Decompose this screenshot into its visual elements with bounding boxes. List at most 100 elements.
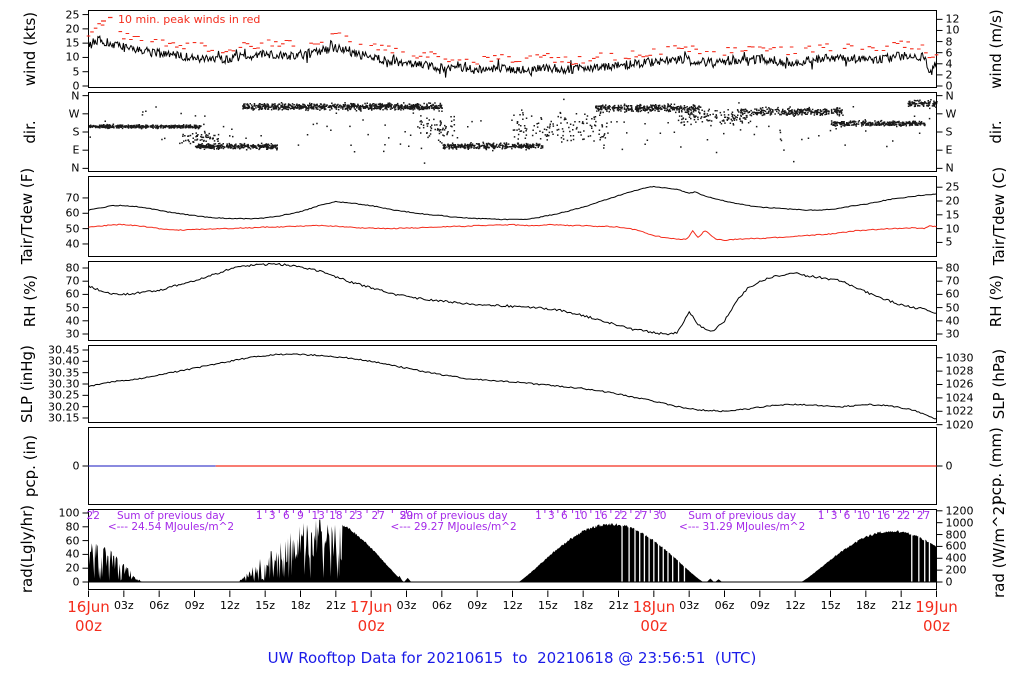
rad-cumulative-label: 18	[329, 510, 343, 522]
y-tick-label-right: 1020	[945, 418, 974, 432]
rad-cumulative-label: 10	[574, 510, 588, 522]
x-tick-label: 06z	[431, 599, 452, 612]
y-tick-label-left: 0	[72, 79, 80, 93]
rad-cumulative-label: 3	[268, 510, 276, 522]
x-tick-label: 18z	[855, 599, 876, 612]
rad-cumulative-label: 6	[560, 510, 568, 522]
y-tick-label-right: 40	[945, 314, 960, 328]
rad-cumulative-label: 1	[817, 510, 825, 522]
x-tick-label: 18z	[573, 599, 594, 612]
y-label-rad-right: rad (W/m^2)	[990, 500, 1008, 598]
rad-cumulative-label: 13	[311, 510, 325, 522]
rad-cumulative-label: 22	[896, 510, 911, 522]
x-tick-label: 12z	[219, 599, 240, 612]
x-axis-day-label: 17Jun	[349, 598, 393, 616]
y-tick-label-right: 1026	[945, 377, 974, 391]
x-tick-label: 15z	[537, 599, 558, 612]
x-tick-label: 06z	[149, 599, 170, 612]
y-tick-label-left: 50	[65, 222, 80, 236]
y-tick-label-left: E	[72, 143, 80, 157]
y-label-wind-left: wind (kts)	[21, 11, 39, 87]
y-tick-label-right: 1028	[945, 364, 974, 378]
x-tick-label: 03z	[679, 599, 700, 612]
y-tick-label-right: 200	[945, 563, 967, 577]
y-tick-label-left: 40	[65, 547, 80, 561]
y-tick-label-left: 40	[65, 314, 80, 328]
y-tick-label-right: N	[945, 161, 954, 175]
y-tick-label-left: 0	[72, 459, 80, 473]
rad-cumulative-label: 27	[634, 510, 648, 522]
y-tick-label-right: 25	[945, 180, 960, 194]
y-tick-label-right: N	[945, 89, 954, 103]
y-tick-label-right: 600	[945, 539, 967, 553]
rad-sum-annotation-line2: <--- 24.54 MJoules/m^2	[107, 521, 235, 533]
x-tick-label: 21z	[325, 599, 346, 612]
y-tick-label-right: S	[945, 125, 953, 139]
rad-cumulative-label: 27	[916, 510, 931, 522]
rad-cumulative-label: 23	[349, 510, 363, 522]
x-axis-day-label: 19Jun	[915, 598, 958, 616]
x-tick-label: 21z	[608, 599, 629, 612]
y-tick-label-right: 800	[945, 528, 967, 542]
x-tick-label: 12z	[502, 599, 523, 612]
y-tick-label-right: 1022	[945, 404, 974, 418]
y-tick-label-left: 30.25	[48, 388, 80, 402]
y-tick-label-left: 70	[65, 274, 80, 288]
rad-cumulative-label: 27	[371, 510, 385, 522]
y-label-slp-left: SLP (inHg)	[18, 345, 36, 423]
y-tick-label-right: 10	[945, 23, 960, 37]
rad-cumulative-label: 10	[856, 510, 871, 522]
y-tick-label-right: 12	[945, 12, 960, 26]
rad-cumulative-label: 16	[594, 510, 608, 522]
y-tick-label-right: W	[945, 107, 957, 121]
y-tick-label-left: W	[68, 107, 80, 121]
x-axis-day-label: 18Jun	[632, 598, 676, 616]
y-tick-label-left: 10	[65, 50, 80, 64]
x-tick-label: 12z	[785, 599, 806, 612]
y-tick-label-left: S	[72, 125, 80, 139]
y-tick-label-left: 100	[58, 506, 80, 520]
y-tick-label-right: 30	[945, 327, 960, 341]
y-tick-label-right: 60	[945, 287, 960, 301]
x-tick-label: 18z	[290, 599, 311, 612]
y-tick-label-left: N	[71, 89, 80, 103]
x-tick-label: 03z	[113, 599, 134, 612]
rad-cumulative-label: 22	[86, 510, 100, 522]
rad-cumulative-label: 1	[535, 510, 542, 522]
y-tick-label-left: 80	[65, 520, 80, 534]
y-tick-label-right: 4	[945, 57, 953, 71]
y-label-rh-left: RH (%)	[21, 274, 39, 328]
rad-cumulative-label: 6	[843, 510, 851, 522]
y-tick-label-right: 8	[945, 35, 953, 49]
rad-cumulative-label: 3	[548, 510, 555, 522]
y-tick-label-left: 30.30	[48, 377, 80, 391]
y-tick-label-left: 70	[65, 191, 80, 205]
y-tick-label-right: 1200	[945, 504, 974, 518]
rad-cumulative-label: 9	[297, 510, 304, 522]
y-tick-label-right: 20	[945, 194, 960, 208]
y-tick-label-left: 5	[72, 65, 80, 79]
rad-cumulative-label: 22	[614, 510, 628, 522]
rad-sum-annotation-line1: Sum of previous day	[399, 510, 508, 522]
y-tick-label-left: 0	[72, 575, 80, 589]
y-tick-label-left: 40	[65, 237, 80, 251]
x-tick-label: 15z	[255, 599, 276, 612]
y-tick-label-left: N	[71, 161, 80, 175]
x-axis-day-label: 16Jun	[67, 598, 110, 616]
rad-sum-annotation-line1: Sum of previous day	[688, 510, 797, 522]
y-label-pcp-left: pcp. (in)	[21, 434, 39, 498]
rad-cumulative-label: 30	[653, 510, 667, 522]
rad-sum-annotation-line2: <--- 31.29 MJoules/m^2	[679, 521, 806, 533]
x-tick-label: 09z	[184, 599, 205, 612]
y-tick-label-right: 0	[945, 79, 953, 93]
y-tick-label-right: 5	[945, 235, 953, 249]
y-tick-label-right: 1024	[945, 391, 974, 405]
x-tick-label: 09z	[749, 599, 770, 612]
x-axis-day-time-label: 00z	[75, 617, 102, 635]
y-tick-label-left: 20	[65, 561, 80, 575]
y-tick-label-right: 50	[945, 301, 960, 315]
y-tick-label-right: 80	[945, 261, 960, 275]
y-label-rad-left: rad(Lgly/hr)	[18, 504, 36, 594]
